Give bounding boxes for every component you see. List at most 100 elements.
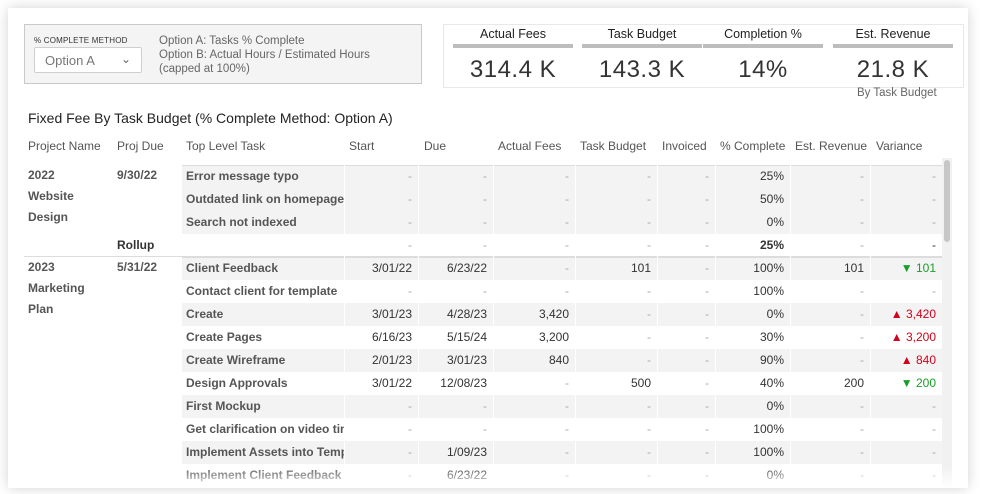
table-row[interactable] xyxy=(182,211,942,234)
table-row[interactable] xyxy=(182,441,942,464)
kpi-est-revenue: Est. Revenue 21.8 K xyxy=(833,25,953,84)
variance: - xyxy=(870,280,942,303)
task-name[interactable]: Contact client for template xyxy=(186,284,338,298)
start-date: 3/01/22 xyxy=(344,257,418,280)
table-row[interactable] xyxy=(182,280,942,303)
task-name[interactable] xyxy=(182,234,344,257)
due-date: 6/23/22 xyxy=(418,257,493,280)
invoiced: - xyxy=(657,257,715,280)
invoiced: - xyxy=(657,211,715,234)
col-invoiced[interactable]: Invoiced xyxy=(662,139,707,153)
col-actual-fees[interactable]: Actual Fees xyxy=(498,139,562,153)
task-name[interactable]: Search not indexed xyxy=(186,215,297,229)
est-revenue: - xyxy=(790,395,870,418)
complete-method-value: Option A xyxy=(45,53,95,68)
actual-fees: - xyxy=(493,234,575,257)
due-date: - xyxy=(418,280,493,303)
kpi-completion: Completion % 14% xyxy=(703,25,823,84)
est-revenue: - xyxy=(790,418,870,441)
task-budget: - xyxy=(575,165,657,188)
task-budget: - xyxy=(575,326,657,349)
col-task-budget[interactable]: Task Budget xyxy=(580,139,647,153)
actual-fees: - xyxy=(493,418,575,441)
kpi-actual-fees: Actual Fees 314.4 K xyxy=(453,25,573,84)
est-revenue: - xyxy=(790,349,870,372)
task-name[interactable]: First Mockup xyxy=(186,399,261,413)
due-date: - xyxy=(418,188,493,211)
col-project-name[interactable]: Project Name xyxy=(28,139,101,153)
due-date: - xyxy=(418,211,493,234)
col-est-revenue[interactable]: Est. Revenue xyxy=(795,139,868,153)
start-date: - xyxy=(344,418,418,441)
est-revenue: - xyxy=(790,234,870,257)
task-name[interactable]: Get clarification on video timing xyxy=(186,422,344,436)
start-date: - xyxy=(344,165,418,188)
kpi-task-budget: Task Budget 143.3 K xyxy=(582,25,702,84)
kpi-strip: Actual Fees 314.4 K Task Budget 143.3 K … xyxy=(443,24,964,88)
rollup-row[interactable] xyxy=(24,234,942,257)
kpi-footnote: By Task Budget xyxy=(857,87,937,99)
task-name[interactable]: Create Wireframe xyxy=(186,353,286,367)
col-proj-due[interactable]: Proj Due xyxy=(117,139,164,153)
task-name[interactable]: Error message typo xyxy=(186,169,299,183)
table-row[interactable] xyxy=(182,165,942,188)
table-row[interactable] xyxy=(182,188,942,211)
complete-method-label: % COMPLETE METHOD xyxy=(34,36,128,45)
task-budget: - xyxy=(575,211,657,234)
actual-fees: - xyxy=(493,257,575,280)
task-budget: - xyxy=(575,441,657,464)
task-name[interactable]: Client Feedback xyxy=(186,261,279,275)
task-name[interactable]: Create Pages xyxy=(186,330,263,344)
est-revenue: - xyxy=(790,441,870,464)
table-scrollbar[interactable] xyxy=(942,158,952,488)
invoiced: - xyxy=(657,349,715,372)
kpi-label: Task Budget xyxy=(607,27,677,41)
table-row[interactable] xyxy=(182,418,942,441)
project-due-date: 9/30/22 xyxy=(117,168,158,182)
start-date: - xyxy=(344,280,418,303)
task-name[interactable]: Create xyxy=(186,307,224,321)
col-top-level-task[interactable]: Top Level Task xyxy=(186,139,266,153)
percent-complete: 100% xyxy=(715,441,790,464)
col-due[interactable]: Due xyxy=(424,139,447,153)
invoiced: - xyxy=(657,418,715,441)
col-start[interactable]: Start xyxy=(349,139,375,153)
variance: ▲ 840 xyxy=(870,349,942,372)
complete-method-dropdown[interactable]: Option A ⌄ xyxy=(34,47,142,73)
percent-complete: 100% xyxy=(715,280,790,303)
start-date: 2/01/23 xyxy=(344,349,418,372)
variance: ▼ 200 xyxy=(870,372,942,395)
variance: - xyxy=(870,211,942,234)
task-name[interactable]: Implement Assets into Template xyxy=(186,445,344,459)
method-option-a-text: Option A: Tasks % Complete xyxy=(159,35,305,47)
est-revenue: - xyxy=(790,280,870,303)
scrollbar-thumb[interactable] xyxy=(944,160,950,242)
table-row[interactable] xyxy=(182,257,942,280)
table-row[interactable] xyxy=(182,326,942,349)
table-row[interactable] xyxy=(182,372,942,395)
start-date: 3/01/22 xyxy=(344,372,418,395)
percent-complete: 50% xyxy=(715,188,790,211)
col-variance[interactable]: Variance xyxy=(876,139,923,153)
project-2023-marketing[interactable]: 2023 Marketing Plan xyxy=(28,257,85,320)
variance: ▲ 3,200 xyxy=(870,326,942,349)
start-date: - xyxy=(344,395,418,418)
task-name[interactable]: Design Approvals xyxy=(186,376,288,390)
actual-fees: - xyxy=(493,441,575,464)
method-option-b-note: (capped at 100%) xyxy=(159,63,250,75)
table-row[interactable] xyxy=(182,395,942,418)
task-budget: 101 xyxy=(575,257,657,280)
percent-complete: 30% xyxy=(715,326,790,349)
variance: ▲ 3,420 xyxy=(870,303,942,326)
col-percent-complete[interactable]: % Complete xyxy=(720,139,786,153)
est-revenue: - xyxy=(790,188,870,211)
table-row[interactable] xyxy=(182,303,942,326)
invoiced: - xyxy=(657,326,715,349)
complete-method-panel: % COMPLETE METHOD Option A ⌄ Option A: T… xyxy=(24,24,422,84)
task-name[interactable]: Outdated link on homepage xyxy=(186,192,344,206)
invoiced: - xyxy=(657,188,715,211)
percent-complete: 25% xyxy=(715,165,790,188)
table-row[interactable] xyxy=(182,349,942,372)
start-date: 6/16/23 xyxy=(344,326,418,349)
project-2022-website[interactable]: 2022 Website Design xyxy=(28,165,74,228)
